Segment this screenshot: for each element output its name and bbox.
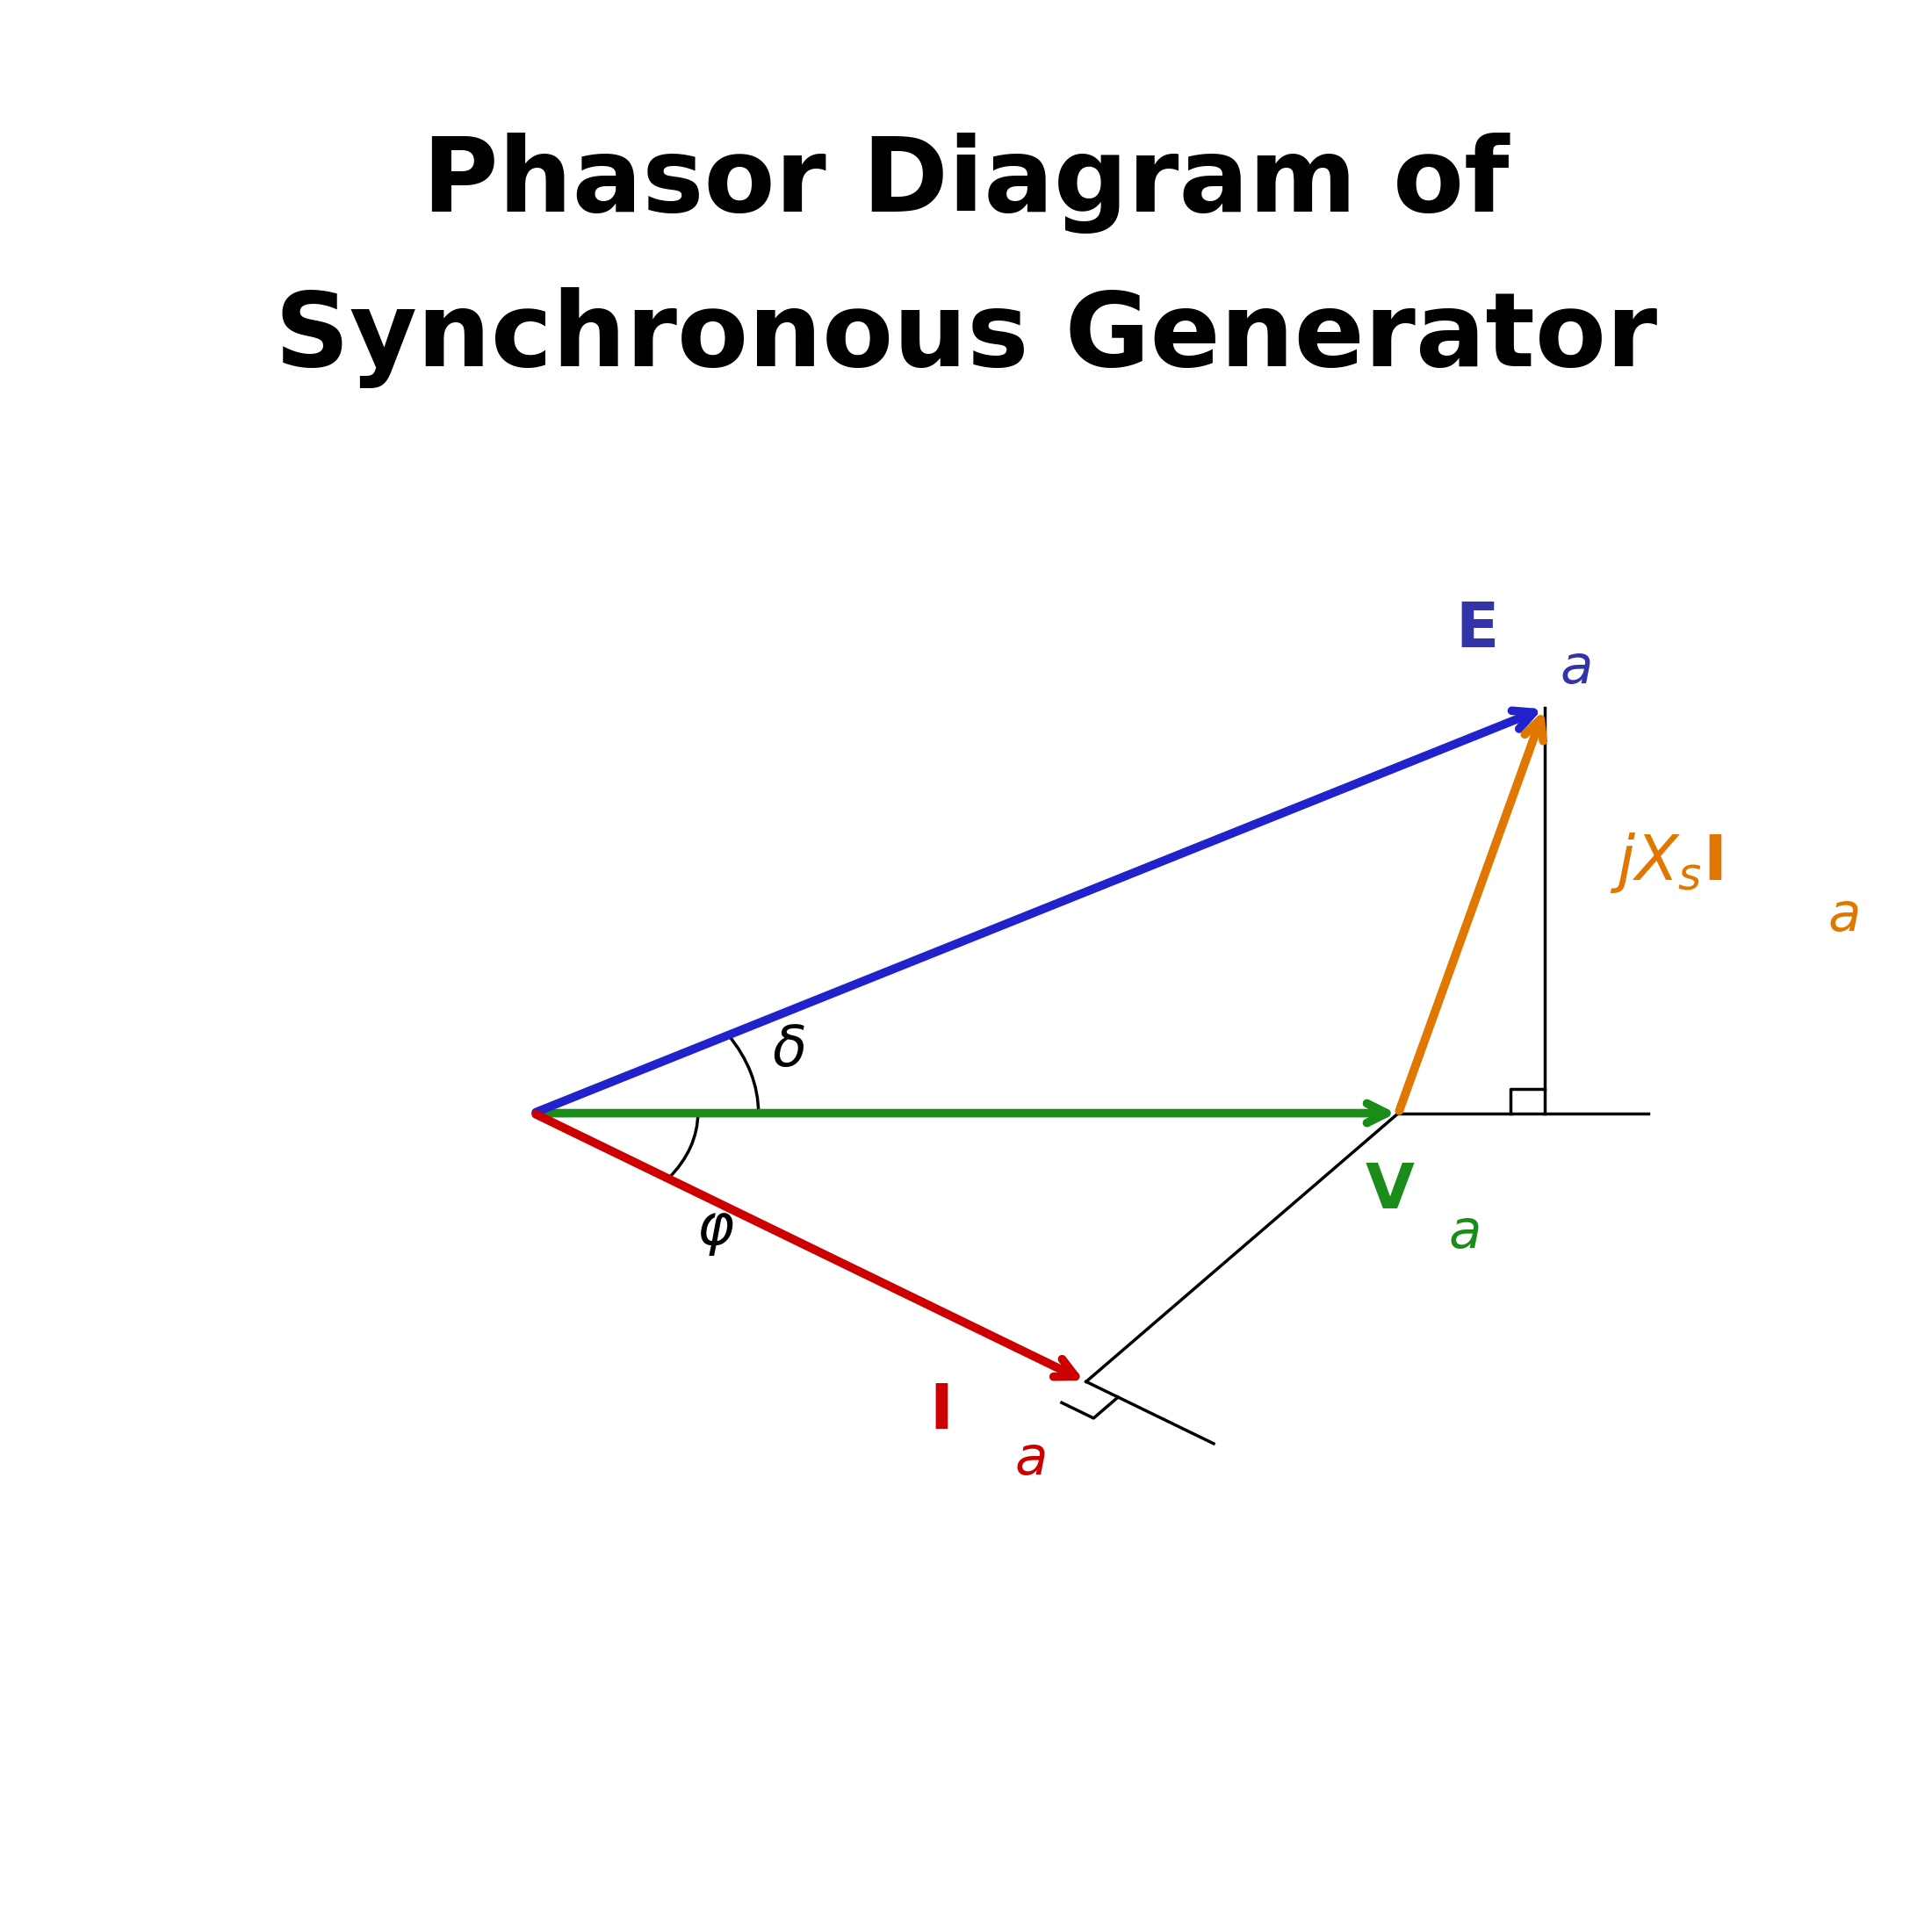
Text: $\varphi$: $\varphi$ bbox=[696, 1204, 734, 1258]
Text: $\mathbf{V}$: $\mathbf{V}$ bbox=[1364, 1161, 1414, 1221]
Text: $\mathit{a}$: $\mathit{a}$ bbox=[1014, 1434, 1045, 1486]
Text: $\mathbf{I}$: $\mathbf{I}$ bbox=[929, 1381, 949, 1441]
Text: $\delta$: $\delta$ bbox=[773, 1022, 806, 1078]
Text: Synchronous Generator: Synchronous Generator bbox=[274, 288, 1658, 388]
Text: Phasor Diagram of: Phasor Diagram of bbox=[423, 133, 1509, 234]
Text: $\mathit{a}$: $\mathit{a}$ bbox=[1559, 643, 1590, 696]
Text: $j\mathit{X}_{s}\mathbf{I}$: $j\mathit{X}_{s}\mathbf{I}$ bbox=[1609, 831, 1723, 895]
Text: $\mathit{a}$: $\mathit{a}$ bbox=[1828, 891, 1859, 943]
Text: $\mathbf{E}$: $\mathbf{E}$ bbox=[1455, 599, 1495, 661]
Text: $\mathit{a}$: $\mathit{a}$ bbox=[1447, 1208, 1478, 1260]
